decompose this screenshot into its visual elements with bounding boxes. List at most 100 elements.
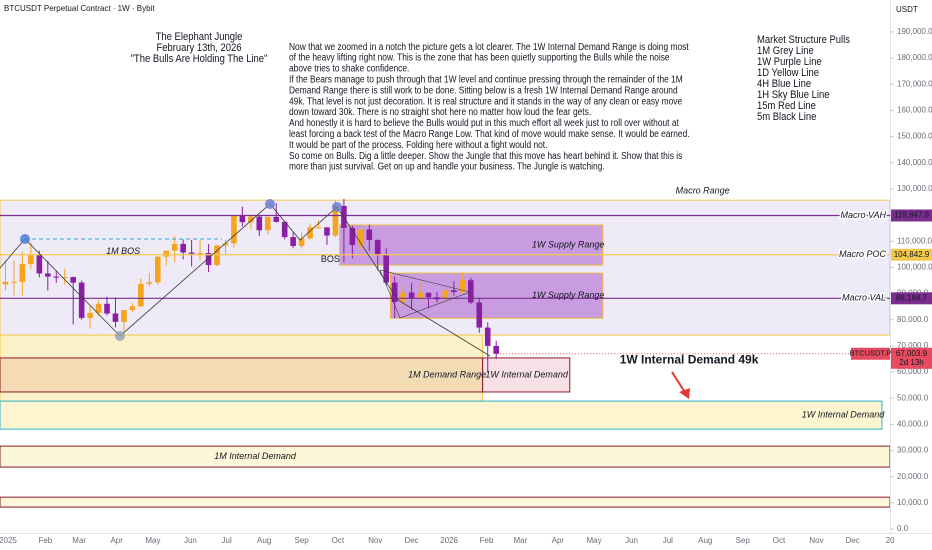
- candle-body: [468, 280, 474, 303]
- title-block: The Elephant Jungle February 13th, 2026 …: [131, 31, 268, 65]
- commentary-line: more than just survival. Get on up and h…: [289, 161, 605, 173]
- legend-item: 1W Purple Line: [757, 56, 822, 68]
- y-tick-label: 40,000.0: [897, 420, 929, 429]
- zone: [0, 400, 883, 430]
- candle-body: [239, 215, 246, 223]
- candle-body: [366, 229, 373, 240]
- candle-body: [121, 310, 127, 322]
- x-tick-label: Nov: [809, 536, 823, 545]
- zone-label: Macro Range: [676, 186, 730, 196]
- candle-body: [383, 255, 390, 283]
- candle-body: [408, 292, 415, 299]
- y-tick-label: 70,000.0: [897, 341, 929, 350]
- candle-body: [315, 227, 322, 229]
- candle-body: [425, 292, 432, 298]
- x-tick-label: Mar: [72, 536, 86, 545]
- zone: [0, 445, 890, 468]
- y-tick-label: 30,000.0: [897, 446, 929, 455]
- level-value: 119,847.9: [894, 211, 930, 220]
- commentary-line: above tries to shake confidence.: [289, 63, 409, 75]
- candle-body: [78, 282, 85, 318]
- drawings: Macro Range 1W Supply Range 1W Supply Rang…: [0, 186, 885, 461]
- legend-title: Market Structure Pulls: [757, 34, 850, 46]
- y-tick-label: 140,000.0: [897, 158, 932, 167]
- candle-body: [290, 237, 296, 246]
- zone-label: 1W Supply Range: [532, 290, 605, 300]
- candle-body: [154, 256, 161, 283]
- y-tick-label: 160,000.0: [897, 106, 932, 115]
- candle-body: [442, 290, 449, 300]
- commentary-line: So come on Bulls. Dig a little deeper. S…: [289, 150, 683, 162]
- legend-item: 15m Red Line: [757, 100, 816, 112]
- swing-dot: [115, 331, 125, 341]
- annotation: 1M BOS: [106, 246, 140, 256]
- last-price-pill: [891, 347, 932, 369]
- candle-body: [11, 281, 17, 283]
- x-tick-label: Feb: [480, 536, 494, 545]
- candle-body: [2, 281, 9, 285]
- candle-body: [104, 303, 110, 314]
- plot-area: [0, 198, 890, 508]
- x-tick-label: 2026: [440, 536, 458, 545]
- candle-body: [146, 282, 153, 284]
- x-tick-label: Nov: [368, 536, 382, 545]
- candle-body: [349, 227, 356, 245]
- commentary-line: If the Bears manage to push through that…: [289, 74, 683, 86]
- candle-body: [248, 216, 254, 223]
- x-tick-label: May: [145, 536, 160, 545]
- candle-body: [358, 229, 364, 245]
- x-tick-label: Sep: [294, 536, 309, 545]
- annotation: 1W Internal Demand 49k: [620, 352, 759, 366]
- date: February 13th, 2026: [156, 42, 241, 54]
- candle-body: [87, 312, 93, 318]
- y-tick-label: 170,000.0: [897, 79, 932, 88]
- wedge: [379, 269, 472, 319]
- zigzag: [0, 203, 491, 357]
- level-pill: [891, 209, 932, 222]
- last-price-value: 67,003.9: [896, 349, 928, 358]
- level-name: Macro VAL: [842, 293, 886, 303]
- candle-body: [53, 276, 60, 278]
- candle-body: [459, 280, 466, 293]
- level-value: 104,842.9: [894, 250, 930, 259]
- y-tick-label: 150,000.0: [897, 132, 932, 141]
- zone-label: 1W Supply Range: [532, 239, 605, 249]
- candle-body: [391, 282, 398, 302]
- candle-body: [44, 273, 51, 277]
- last-price-name: BTCUSDT.P: [850, 349, 892, 358]
- x-tick-label: Feb: [38, 536, 52, 545]
- y-tick-label: 110,000.0: [897, 236, 932, 245]
- candle-body: [374, 239, 381, 256]
- candle-body: [298, 238, 305, 246]
- arrow-head: [679, 388, 690, 399]
- x-tick-label: Aug: [698, 536, 712, 545]
- level-name: Macro POC: [839, 249, 887, 259]
- candle-body: [205, 253, 212, 266]
- subtitle: "The Bulls Are Holding The Line": [131, 53, 268, 65]
- x-tick-label: Jun: [625, 536, 638, 545]
- zone: [339, 224, 604, 266]
- legend-item: 4H Blue Line: [757, 78, 811, 90]
- candle-body: [484, 327, 491, 346]
- x-tick-label: Jul: [663, 536, 673, 545]
- x-tick-label: Aug: [257, 536, 271, 545]
- last-price-name-pill: [851, 347, 890, 360]
- x-tick-label: Jun: [184, 536, 197, 545]
- candle-body: [476, 302, 483, 328]
- candle-body: [95, 303, 102, 313]
- symbol-header: BTCUSDT Perpetual Contract · 1W · Bybit: [4, 4, 155, 13]
- candle-body: [451, 290, 457, 293]
- level-pill: [891, 292, 932, 305]
- zone-label: 1W Internal Demand: [802, 409, 886, 419]
- x-tick-label: Dec: [846, 536, 860, 545]
- zone-label: 1W Internal Demand: [485, 369, 569, 379]
- title: The Elephant Jungle: [156, 31, 243, 43]
- candle-body: [197, 253, 203, 255]
- y-tick-label: 190,000.0: [897, 27, 932, 36]
- x-tick-label: May: [587, 536, 602, 545]
- zone-label: 1M Internal Demand: [214, 451, 297, 461]
- y-tick-label: 0.0: [897, 524, 909, 533]
- candle-body: [112, 313, 119, 322]
